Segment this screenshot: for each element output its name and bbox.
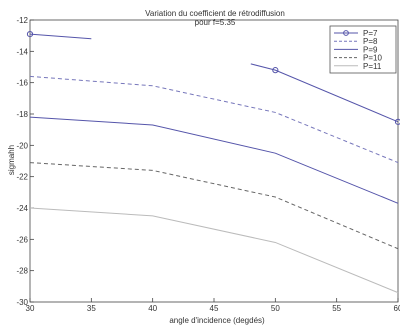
legend-label: P=10 [363, 54, 382, 63]
chart-title: Variation du coefficient de rétrodiffusi… [145, 9, 285, 18]
series-line-p-9 [29, 116, 399, 204]
y-tick-label: -18 [16, 110, 28, 119]
y-tick-label: -22 [16, 173, 28, 182]
y-tick-label: -24 [16, 204, 28, 213]
x-tick-label: 45 [210, 304, 219, 313]
x-axis-label: angle d'incidence (degdés) [169, 316, 265, 325]
y-tick-label: -28 [16, 267, 28, 276]
series-line-p-7 [29, 33, 92, 40]
y-tick-label: -14 [16, 47, 28, 56]
legend-label: P=8 [363, 37, 378, 46]
data-point-marker [272, 67, 279, 74]
x-tick-label: 50 [271, 304, 280, 313]
y-tick-label: -30 [16, 298, 28, 307]
y-tick-label: -26 [16, 235, 28, 244]
data-point-marker [26, 30, 34, 38]
series-group [26, 30, 400, 294]
y-tick-label: -16 [16, 79, 28, 88]
legend-label: P=7 [363, 29, 378, 38]
series-line-p-7 [250, 63, 399, 123]
x-axis-ticks: 30 35 40 45 50 55 60 [26, 298, 400, 313]
legend-label: P=11 [363, 62, 382, 71]
legend: P=7P=8P=9P=10P=11 [329, 25, 397, 74]
x-tick-label: 40 [148, 304, 157, 313]
x-tick-label: 55 [332, 304, 341, 313]
series-line-p-8 [29, 75, 399, 164]
x-tick-label: 60 [394, 304, 400, 313]
data-point-marker [394, 118, 400, 125]
y-axis-label: sigmahh [7, 145, 16, 175]
chart-subtitle: pour f=5.35 [195, 18, 236, 27]
series-line-p-11 [29, 207, 399, 294]
x-tick-label: 30 [26, 304, 35, 313]
legend-marker [343, 30, 349, 36]
series-line-p-10 [29, 162, 399, 250]
y-axis-ticks: -12 -14 -16 -18 -20 -22 -24 -26 -28 -30 [16, 16, 34, 307]
y-tick-label: -12 [16, 16, 28, 25]
legend-label: P=9 [363, 45, 378, 54]
y-tick-label: -20 [16, 141, 28, 150]
x-tick-label: 35 [87, 304, 96, 313]
